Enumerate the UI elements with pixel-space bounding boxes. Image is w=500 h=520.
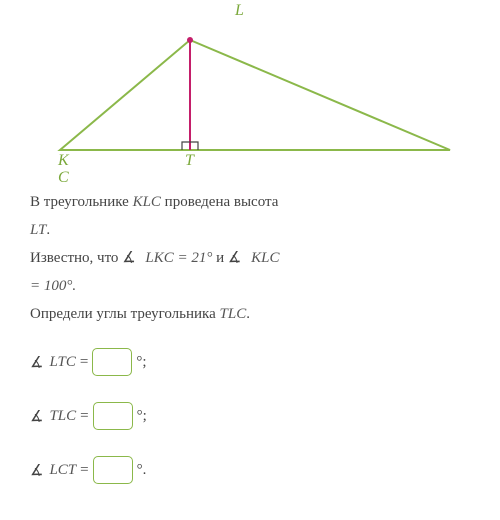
answers-block: ∡ LTC = °; ∡ TLC = °; ∡ LCT = °. xyxy=(30,348,470,484)
text-line3-pre: Известно, что xyxy=(30,250,122,266)
input-ltc[interactable] xyxy=(92,348,132,376)
var-lt: LT xyxy=(30,222,46,238)
var-klc: KLC xyxy=(133,194,161,210)
answer-row-tlc: ∡ TLC = °; xyxy=(30,402,470,430)
answer-label-ltc: LTC xyxy=(49,354,75,371)
text-line2-post: . xyxy=(46,222,50,238)
answer-label-tlc: TLC xyxy=(49,408,76,425)
sep-2: ; xyxy=(143,408,147,425)
problem-statement: В треугольнике KLC проведена высота LT. … xyxy=(30,190,470,326)
text-line1-post: проведена высота xyxy=(161,194,278,210)
answer-label-lct: LCT xyxy=(49,462,76,479)
angle-symbol-a3: ∡ xyxy=(30,461,43,480)
sep-3: . xyxy=(143,462,147,479)
angle-symbol-a1: ∡ xyxy=(30,353,43,372)
angle-lkc-val: = 21° xyxy=(178,250,213,266)
input-tlc[interactable] xyxy=(93,402,133,430)
eq-2: = xyxy=(80,408,88,425)
text-line5-pre: Определи углы треугольника xyxy=(30,306,220,322)
label-t: T xyxy=(185,152,194,170)
angle-klc-val: = 100°. xyxy=(30,278,76,294)
sep-1: ; xyxy=(142,354,146,371)
text-line3-mid: и xyxy=(212,250,228,266)
answer-row-ltc: ∡ LTC = °; xyxy=(30,348,470,376)
answer-row-lct: ∡ LCT = °. xyxy=(30,456,470,484)
label-k: K xyxy=(58,152,69,170)
vertex-l-point xyxy=(187,37,193,43)
angle-klc-name: KLC xyxy=(251,250,279,266)
var-tlc: TLC xyxy=(220,306,247,322)
angle-symbol-a2: ∡ xyxy=(30,407,43,426)
angle-lkc-name: LKC xyxy=(145,250,173,266)
angle-symbol-2: ∡ xyxy=(228,250,241,266)
triangle-klc xyxy=(60,40,450,150)
eq-1: = xyxy=(80,354,88,371)
triangle-diagram: L K T C xyxy=(30,10,470,175)
eq-3: = xyxy=(80,462,88,479)
text-line1-pre: В треугольнике xyxy=(30,194,133,210)
label-c: C xyxy=(58,169,69,187)
label-l: L xyxy=(235,2,244,20)
angle-symbol-1: ∡ xyxy=(122,250,135,266)
text-line5-post: . xyxy=(246,306,250,322)
input-lct[interactable] xyxy=(93,456,133,484)
